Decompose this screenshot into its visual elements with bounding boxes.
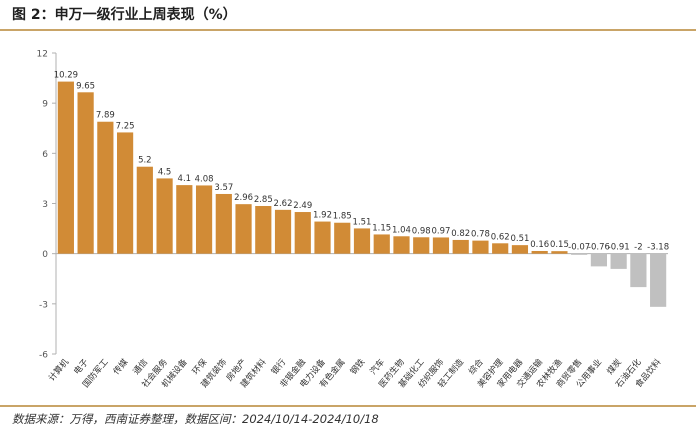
bar-value-label: 5.2 [138, 156, 152, 166]
bar-value-label: 1.04 [392, 225, 411, 235]
y-tick-label: 3 [42, 200, 48, 210]
bar [156, 178, 173, 254]
bar [294, 212, 311, 254]
bar [117, 132, 134, 254]
bar-value-label: 1.85 [333, 212, 352, 222]
y-tick-label: 9 [42, 100, 48, 110]
bar-value-label: 4.5 [158, 167, 172, 177]
bar-value-label: 0.97 [432, 226, 451, 236]
bar [511, 245, 529, 254]
category-label: 传媒 [111, 356, 131, 376]
y-tick-label: -3 [39, 300, 48, 310]
bar [531, 250, 548, 254]
bar-value-label: 0.51 [510, 234, 529, 244]
y-tick-label: 0 [42, 250, 48, 260]
figure-title: 图 2：申万一级行业上周表现（%） [12, 7, 237, 23]
bar-value-label: 2.49 [293, 201, 312, 211]
bar-value-label: 0.78 [471, 230, 490, 240]
category-label: 钢铁 [348, 356, 368, 376]
bar-value-label: 0.15 [550, 240, 569, 250]
bar-value-label: 2.85 [254, 195, 273, 205]
bar [393, 236, 410, 254]
bar [97, 121, 114, 254]
bar [77, 92, 94, 254]
bar-value-label: 7.25 [116, 121, 135, 131]
category-label: 计算机 [46, 356, 71, 383]
bar [413, 237, 430, 254]
bar-value-label: 3.57 [214, 183, 233, 193]
bar [195, 185, 213, 254]
y-tick-label: 6 [42, 150, 48, 160]
top-rule [0, 29, 696, 31]
bar-value-label: -3.18 [647, 243, 669, 253]
bar [334, 222, 351, 254]
bar-value-label: -2 [634, 243, 642, 253]
bar [57, 81, 74, 254]
bar-value-label: 0.62 [491, 232, 510, 242]
bar-value-label: 0.16 [530, 240, 549, 250]
bar [235, 204, 252, 254]
source-note: 数据来源：万得，西南证券整理，数据区间：2024/10/14-2024/10/1… [12, 412, 379, 426]
bar [610, 253, 627, 269]
bar [630, 253, 647, 288]
bar-value-label: 2.96 [234, 193, 253, 203]
bar [571, 253, 588, 255]
bar [432, 237, 450, 254]
bar [590, 253, 607, 267]
bar [452, 239, 469, 254]
bar-value-label: 10.29 [54, 71, 78, 81]
bar [373, 234, 390, 254]
y-tick-label: 12 [37, 50, 48, 60]
bar [136, 166, 153, 254]
bar-value-label: 9.65 [76, 81, 95, 91]
y-tick-label: -6 [39, 351, 48, 361]
bar-value-label: 1.15 [372, 223, 391, 233]
bar-value-label: 1.92 [313, 211, 332, 221]
bar-value-label: 0.98 [412, 226, 431, 236]
bar-value-label: 0.82 [451, 229, 470, 239]
bar-chart: 129630-3-610.29计算机9.65电子7.89国防军工7.25传媒5.… [37, 50, 670, 390]
bar [274, 209, 292, 254]
bottom-rule [0, 405, 696, 407]
bar-value-label: 4.08 [195, 174, 214, 184]
bar [492, 243, 509, 254]
bar-value-label: 1.51 [353, 217, 372, 227]
bar-value-label: -0.91 [608, 243, 630, 253]
bar-value-label: -0.76 [588, 243, 610, 253]
bar [255, 206, 272, 254]
bar [314, 221, 331, 254]
bar-value-label: 2.62 [274, 199, 293, 209]
bar [215, 193, 232, 254]
bar-value-label: -0.07 [568, 243, 590, 253]
bar [353, 228, 371, 254]
bar [176, 185, 193, 254]
bar-value-label: 4.1 [178, 174, 192, 184]
bar [551, 251, 568, 254]
bar [650, 253, 667, 307]
bar [472, 240, 489, 254]
bar-value-label: 7.89 [96, 111, 115, 121]
